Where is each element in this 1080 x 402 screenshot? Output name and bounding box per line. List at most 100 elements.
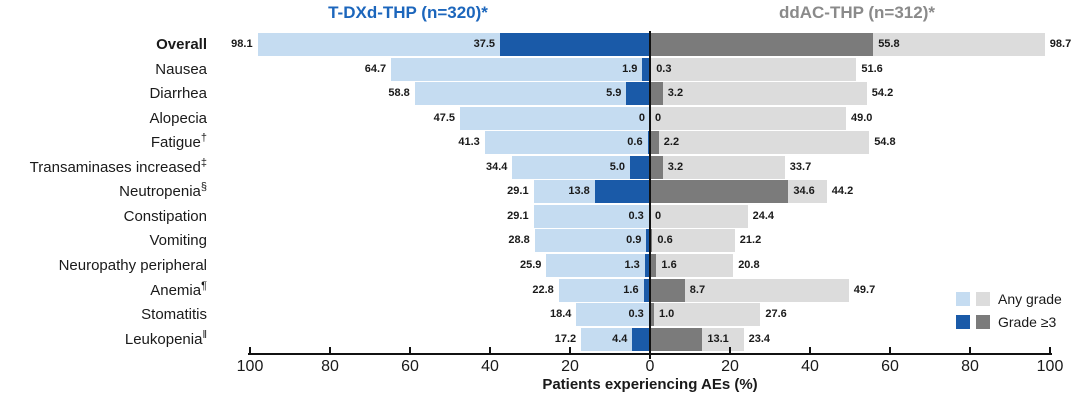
value-label-left-any-grade: 29.1 <box>507 185 529 198</box>
bar-left-grade3 <box>647 131 650 155</box>
bar-left-grade3 <box>594 180 650 204</box>
value-label-left-grade3: 5.0 <box>609 160 625 173</box>
x-axis-tick-label: 20 <box>721 358 739 375</box>
value-label-right-grade3: 0 <box>655 209 662 222</box>
bar-left-any-grade <box>512 155 650 179</box>
value-label-left-grade3: 0 <box>638 111 645 124</box>
x-axis-tick <box>329 347 331 353</box>
value-label-right-grade3: 1.6 <box>661 258 677 271</box>
value-label-right-grade3: 3.2 <box>667 87 684 100</box>
bar-right-any-grade <box>650 303 761 327</box>
category-label: Leukopenia‖ <box>124 328 207 348</box>
bar-right-any-grade <box>650 106 846 130</box>
value-label-right-any-grade: 51.6 <box>861 62 883 75</box>
x-axis-tick-label: 40 <box>801 358 819 375</box>
value-label-right-any-grade: 27.6 <box>765 308 787 321</box>
value-label-left-any-grade: 25.9 <box>519 258 542 271</box>
x-axis-tick <box>1049 347 1051 353</box>
legend-row-any-grade: Any grade <box>956 291 1062 307</box>
value-label-left-any-grade: 64.7 <box>364 62 387 75</box>
bar-left-any-grade <box>576 303 650 327</box>
bar-right-any-grade <box>650 131 870 155</box>
bar-right-any-grade <box>650 82 867 106</box>
bar-right-any-grade <box>650 229 735 253</box>
x-axis-tick <box>889 347 891 353</box>
value-label-right-any-grade: 33.7 <box>789 160 812 173</box>
value-label-left-grade3: 37.5 <box>473 38 495 50</box>
value-label-left-any-grade: 47.5 <box>433 111 455 124</box>
value-label-left-any-grade: 34.4 <box>485 160 508 173</box>
bar-left-any-grade <box>391 57 650 81</box>
value-label-right-grade3: 13.1 <box>707 332 729 345</box>
value-label-right-any-grade: 23.4 <box>748 332 771 345</box>
x-axis-tick-label: 40 <box>481 358 499 375</box>
x-axis-tick-label: 60 <box>881 358 899 375</box>
x-axis-tick <box>409 347 411 353</box>
bar-left-grade3 <box>646 229 650 253</box>
value-label-right-any-grade: 54.8 <box>874 136 896 149</box>
bar-right-grade3 <box>650 327 703 351</box>
value-label-left-grade3: 1.6 <box>623 283 639 296</box>
grade3-gray-swatch <box>976 314 990 329</box>
x-axis-tick-label: 80 <box>961 358 979 375</box>
value-label-left-any-grade: 29.1 <box>507 209 529 222</box>
bar-left-grade3 <box>626 82 650 106</box>
bar-left-any-grade <box>558 278 650 302</box>
value-label-left-grade3: 13.8 <box>568 185 590 198</box>
x-axis-title: Patients experiencing AEs (%) <box>542 376 758 393</box>
value-label-right-any-grade: 20.8 <box>738 258 760 271</box>
bar-right-grade3 <box>650 33 874 56</box>
x-axis-tick-label: 100 <box>1036 358 1064 375</box>
bar-right-any-grade <box>650 204 748 228</box>
category-label: Diarrhea <box>149 85 207 103</box>
bar-left-grade3 <box>630 155 650 179</box>
value-label-left-grade3: 0.9 <box>626 234 642 247</box>
category-label: Neutropenia§ <box>119 181 207 201</box>
value-label-right-any-grade: 21.2 <box>739 234 762 247</box>
bar-left-any-grade <box>460 106 650 130</box>
bar-right-grade3 <box>650 131 659 155</box>
x-axis-tick-label: 100 <box>236 358 264 375</box>
category-label: Nausea <box>155 60 207 78</box>
footnote-marker: § <box>200 181 207 194</box>
bar-right-grade3 <box>650 278 685 302</box>
footnote-marker: ¶ <box>201 279 207 292</box>
bar-left-any-grade <box>414 82 650 106</box>
value-label-left-grade3: 1.3 <box>624 258 640 271</box>
bar-left-any-grade <box>546 253 650 277</box>
value-label-left-grade3: 0.3 <box>628 209 644 222</box>
footnote-marker: ‖ <box>202 328 207 341</box>
value-label-left-grade3: 0.3 <box>628 308 644 321</box>
grade3-blue-swatch <box>956 314 970 329</box>
value-label-right-any-grade: 98.7 <box>1049 38 1072 50</box>
bar-left-grade3 <box>500 33 650 56</box>
bar-right-grade3 <box>650 303 654 327</box>
category-label: Anemia¶ <box>150 279 207 299</box>
value-label-left-grade3: 0.6 <box>627 136 643 149</box>
category-label: Transaminases increased‡ <box>29 156 207 176</box>
bar-right-any-grade <box>650 278 849 302</box>
value-label-left-any-grade: 18.4 <box>549 308 572 321</box>
value-label-left-any-grade: 22.8 <box>532 283 554 296</box>
bar-right-grade3 <box>650 180 789 204</box>
value-label-right-grade3: 8.7 <box>689 283 706 296</box>
x-axis-tick <box>249 347 251 353</box>
x-axis-tick-label: 0 <box>645 358 655 375</box>
value-label-right-any-grade: 49.0 <box>851 111 873 124</box>
value-label-right-any-grade: 24.4 <box>752 209 775 222</box>
bar-right-grade3 <box>650 229 653 253</box>
value-label-right-grade3: 0.6 <box>657 234 673 247</box>
bar-left-grade3 <box>643 278 650 302</box>
bar-left-grade3 <box>642 57 650 81</box>
bar-right-any-grade <box>650 57 857 81</box>
value-label-left-grade3: 1.9 <box>622 62 638 75</box>
value-label-left-any-grade: 41.3 <box>458 136 480 149</box>
x-axis-tick-label: 20 <box>561 358 579 375</box>
bar-right-any-grade <box>650 253 734 277</box>
x-axis-tick <box>729 347 731 353</box>
x-axis-tick <box>969 347 971 353</box>
category-label: Vomiting <box>149 232 207 250</box>
category-label: Neuropathy peripheral <box>58 256 207 274</box>
x-axis-tick <box>809 347 811 353</box>
x-axis-tick-label: 80 <box>321 358 339 375</box>
